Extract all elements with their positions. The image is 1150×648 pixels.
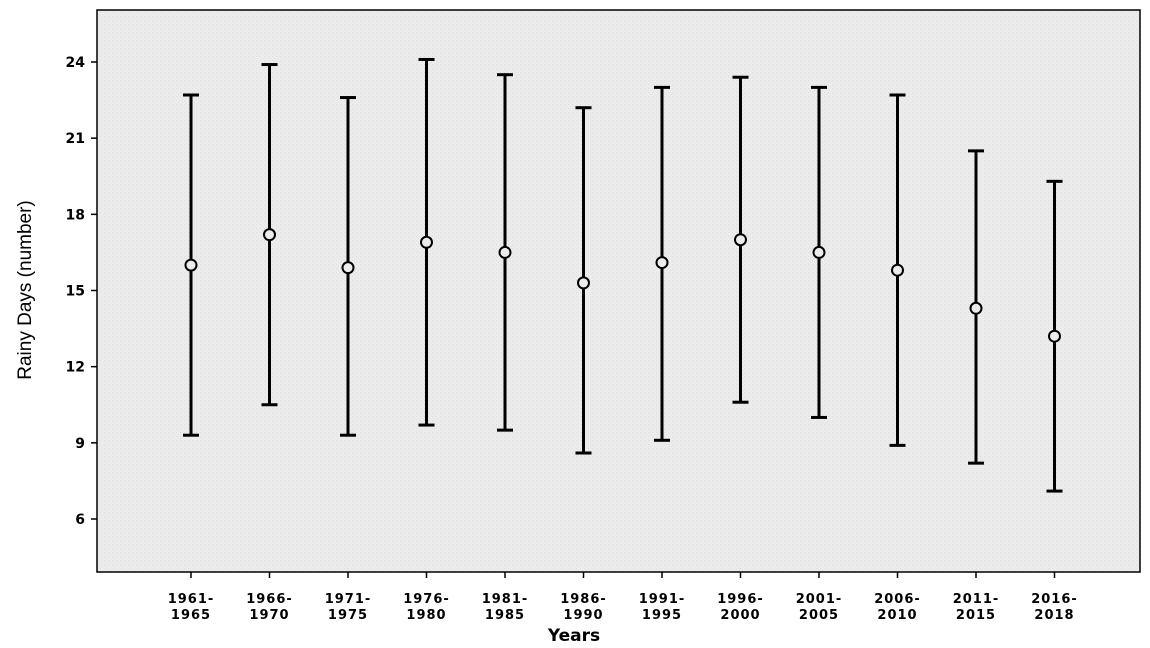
error-bar [261,63,278,407]
x-axis: 1961-1965 1966-1970 1971-1975 1976-1980 1981… [168,572,1078,623]
mean-point [577,276,590,290]
x-tick-label-line2: 1990 [563,608,603,623]
mean-point [969,301,983,315]
x-tick-label-line2: 1995 [642,608,682,623]
error-bars [183,57,1063,493]
error-bar [811,85,827,419]
x-tick-label-line1: 1981- [482,592,529,607]
x-tick-label-line2: 2005 [799,608,839,623]
x-tick-label-line1: 1961- [168,592,215,607]
y-tick-label: 9 [75,436,85,452]
y-axis: 6 9 12 15 18 21 24 [66,55,97,528]
error-bar [497,73,513,432]
y-tick-label: 18 [66,207,85,223]
x-tick-label-line1: 2006- [874,592,921,607]
x-tick-label-line1: 2016- [1031,592,1078,607]
y-tick-label: 12 [66,360,85,376]
mean-point [498,245,512,259]
x-tick-label-line1: 1996- [717,592,764,607]
y-axis-title: Rainy Days (number) [15,200,36,380]
x-tick-label-line1: 1976- [403,592,450,607]
mean-point [263,228,276,242]
x-tick-label-line2: 1965 [171,608,211,623]
mean-point [341,261,355,275]
x-tick-label-line2: 2000 [720,608,760,623]
error-bar [968,149,984,465]
error-bar [732,75,749,404]
error-bar [575,106,592,455]
x-tick-label-line2: 2018 [1034,608,1074,623]
y-tick-label: 24 [66,55,86,71]
x-tick-label-line2: 1985 [485,608,525,623]
x-tick-label-line2: 1975 [328,608,368,623]
x-tick-label-line1: 1991- [639,592,686,607]
x-axis-title: Years [547,626,600,646]
error-bar [1046,179,1063,493]
mean-point [812,245,826,259]
error-bar [654,85,670,442]
x-tick-label-line1: 1986- [560,592,607,607]
error-bar [418,57,435,427]
mean-point [1048,329,1061,343]
mean-point [734,233,747,247]
plot-area [96,9,1141,573]
x-tick-label-line2: 2010 [877,608,917,623]
error-bar [340,96,356,437]
y-tick-label: 21 [66,131,85,147]
x-tick-label-line2: 2015 [956,608,996,623]
x-tick-label-line1: 2001- [796,592,843,607]
x-tick-label-line1: 1971- [325,592,372,607]
y-tick-label: 15 [66,284,85,300]
mean-point [184,258,198,272]
x-tick-label-line1: 2011- [953,592,1000,607]
y-tick-label: 6 [75,512,85,528]
mean-point [891,263,904,277]
x-tick-label-line2: 1980 [406,608,446,623]
mean-point [655,256,669,270]
error-bar [889,93,906,447]
error-bar [183,93,199,437]
x-tick-label-line1: 1966- [246,592,293,607]
x-tick-label-line2: 1970 [249,608,289,623]
mean-point [420,235,433,249]
